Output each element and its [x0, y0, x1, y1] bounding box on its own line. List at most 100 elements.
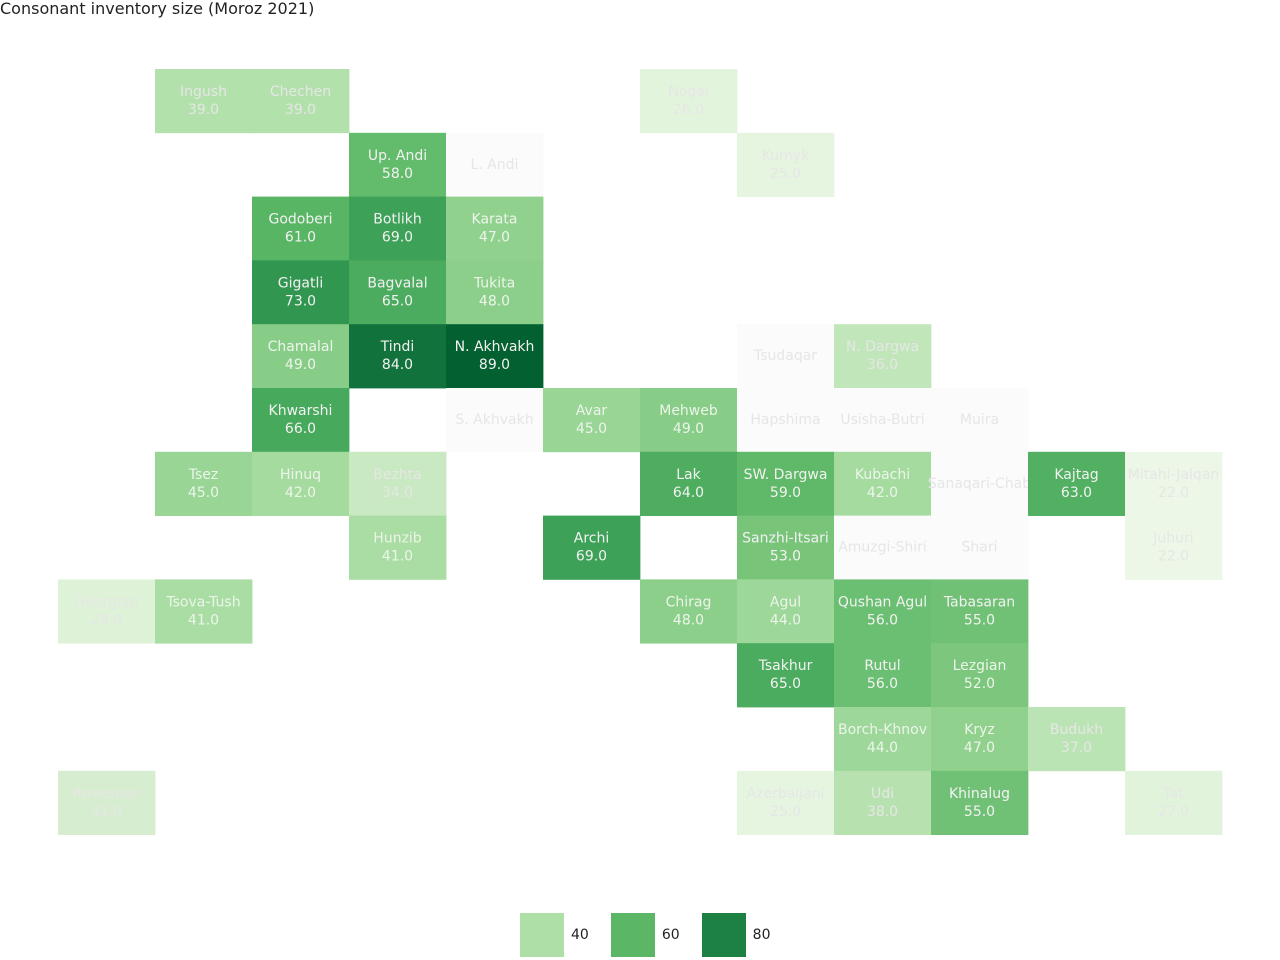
tile-cell [446, 196, 544, 261]
tile-tsez: Tsez 45.0 [155, 451, 253, 516]
legend-item: 60 [610, 913, 680, 957]
tile-cell [931, 643, 1029, 708]
tile-cell [737, 388, 835, 453]
tile-cell [446, 260, 544, 325]
tile-sanaqari-chab: Sanaqari-Chab [928, 451, 1031, 516]
tile-value-label: 48.0 [673, 612, 704, 628]
tile-cell [737, 643, 835, 708]
tile-name-label: Juhuri [1152, 531, 1193, 547]
tile-cell [155, 69, 253, 134]
tile-value-label: 26.0 [673, 102, 704, 118]
tile-value-label: 31.0 [91, 804, 122, 820]
tile-cell [1125, 770, 1223, 835]
tile-value-label: 56.0 [867, 676, 898, 692]
tile-value-label: 38.0 [867, 804, 898, 820]
tile-cell [252, 69, 350, 134]
tile-cell [931, 451, 1029, 516]
tile-name-label: Azerbaijani [747, 786, 825, 802]
tile-value-label: 49.0 [673, 421, 704, 437]
tile-name-label: Kryz [964, 722, 995, 738]
tile-shari: Shari [931, 515, 1029, 580]
tile-value-label: 47.0 [964, 740, 995, 756]
tile-name-label: Tukita [473, 275, 515, 291]
tile-gigatli: Gigatli 73.0 [252, 260, 350, 325]
tile-qushan-agul: Qushan Agul 56.0 [834, 579, 932, 644]
tile-cell [155, 579, 253, 644]
tile-value-label: 45.0 [576, 421, 607, 437]
tile-s-akhvakh: S. Akhvakh [446, 388, 544, 453]
tile-value-label: 48.0 [479, 293, 510, 309]
tile-value-label: 25.0 [770, 804, 801, 820]
tile-value-label: 59.0 [770, 485, 801, 501]
tile-name-label: Shari [962, 540, 998, 556]
tile-name-label: Muira [960, 412, 999, 428]
tile-value-label: 28.0 [91, 612, 122, 628]
tile-tsakhur: Tsakhur 65.0 [737, 643, 835, 708]
tile-cell [349, 196, 447, 261]
legend-label: 40 [571, 927, 589, 943]
tile-cell [834, 770, 932, 835]
tile-value-label: 55.0 [964, 804, 995, 820]
tile-name-label: S. Akhvakh [455, 412, 533, 428]
tile-value-label: 42.0 [285, 485, 316, 501]
tile-value-label: 44.0 [770, 612, 801, 628]
tile-value-label: 52.0 [964, 676, 995, 692]
tile-name-label: Archi [574, 531, 610, 547]
tile-value-label: 41.0 [382, 549, 413, 565]
tile-cell [1125, 451, 1223, 516]
tile-udi: Udi 38.0 [834, 770, 932, 835]
tile-value-label: 27.0 [1158, 804, 1189, 820]
tile-name-label: Hapshima [750, 412, 820, 428]
tile-hapshima: Hapshima [737, 388, 835, 453]
tile-l-andi: L. Andi [446, 132, 544, 197]
tile-tabasaran: Tabasaran 55.0 [931, 579, 1029, 644]
tile-name-label: Bagvalal [367, 275, 427, 291]
tile-name-label: Hinuq [280, 467, 321, 483]
tile-cell [349, 324, 447, 389]
tile-nogai: Nogai 26.0 [640, 69, 738, 134]
tile-value-label: 39.0 [188, 102, 219, 118]
tile-value-label: 49.0 [285, 357, 316, 373]
tile-cell [446, 132, 544, 197]
tile-cell [931, 770, 1029, 835]
tile-value-label: 66.0 [285, 421, 316, 437]
tile-cell [543, 388, 641, 453]
tile-cell [252, 196, 350, 261]
tile-value-label: 47.0 [479, 230, 510, 246]
tile-n-akhvakh: N. Akhvakh 89.0 [446, 324, 544, 389]
tile-name-label: Georgian [75, 594, 139, 610]
tile-godoberi: Godoberi 61.0 [252, 196, 350, 261]
chart-title: Consonant inventory size (Moroz 2021) [0, 0, 315, 18]
tile-kryz: Kryz 47.0 [931, 707, 1029, 772]
tile-value-label: 45.0 [188, 485, 219, 501]
tile-rutul: Rutul 56.0 [834, 643, 932, 708]
legend-swatch [610, 913, 655, 957]
tile-botlikh: Botlikh 69.0 [349, 196, 447, 261]
tile-cell [252, 451, 350, 516]
tile-name-label: Tsudaqar [753, 348, 817, 364]
tile-cell [737, 579, 835, 644]
tile-ingush: Ingush 39.0 [155, 69, 253, 134]
tile-avar: Avar 45.0 [543, 388, 641, 453]
tile-cell [737, 515, 835, 580]
tile-tsova-tush: Tsova-Tush 41.0 [155, 579, 253, 644]
tile-name-label: Up. Andi [368, 148, 427, 164]
tile-tukita: Tukita 48.0 [446, 260, 544, 325]
tile-cell [349, 451, 447, 516]
tile-georgian: Georgian 28.0 [58, 579, 156, 644]
tile-cell [931, 579, 1029, 644]
tile-cell [834, 707, 932, 772]
tile-value-label: 84.0 [382, 357, 413, 373]
tile-value-label: 37.0 [1061, 740, 1092, 756]
tile-name-label: Godoberi [268, 212, 332, 228]
tile-sanzhi-itsari: Sanzhi-Itsari 53.0 [737, 515, 835, 580]
tile-cell [349, 132, 447, 197]
tile-bagvalal: Bagvalal 65.0 [349, 260, 447, 325]
tile-name-label: Hunzib [373, 531, 422, 547]
tile-value-label: 53.0 [770, 549, 801, 565]
tile-cell [640, 451, 738, 516]
tile-value-label: 44.0 [867, 740, 898, 756]
tile-chirag: Chirag 48.0 [640, 579, 738, 644]
tile-muira: Muira [931, 388, 1029, 453]
tile-karata: Karata 47.0 [446, 196, 544, 261]
